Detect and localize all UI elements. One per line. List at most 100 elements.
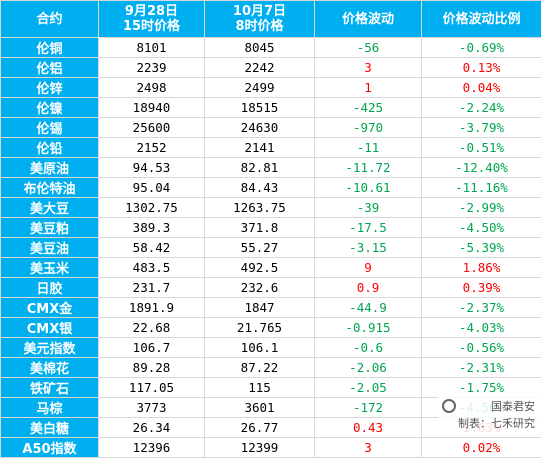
contract-name: 美白糖 — [1, 418, 99, 438]
price-sep28: 2239 — [99, 58, 205, 78]
price-oct7: 232.6 — [205, 278, 315, 298]
watermark: 国泰君安 制表：七禾研究 — [438, 395, 541, 433]
price-sep28: 12396 — [99, 438, 205, 458]
price-oct7: 21.765 — [205, 318, 315, 338]
price-change: -17.5 — [315, 218, 422, 238]
contract-name: 美原油 — [1, 158, 99, 178]
price-oct7: 24630 — [205, 118, 315, 138]
price-sep28: 1891.9 — [99, 298, 205, 318]
contract-name: 伦铅 — [1, 138, 99, 158]
price-sep28: 2498 — [99, 78, 205, 98]
header-change: 价格波动 — [315, 1, 422, 38]
price-change-pct: 0.04% — [422, 78, 541, 98]
price-sep28: 8101 — [99, 38, 205, 58]
price-sep28: 3773 — [99, 398, 205, 418]
price-change-pct: -0.51% — [422, 138, 541, 158]
price-change: 0.9 — [315, 278, 422, 298]
watermark-source: 国泰君安 — [491, 398, 535, 414]
price-change: 3 — [315, 438, 422, 458]
price-change: -970 — [315, 118, 422, 138]
price-sep28: 389.3 — [99, 218, 205, 238]
price-change-pct: 0.02% — [422, 438, 541, 458]
price-sep28: 2152 — [99, 138, 205, 158]
price-change: -3.15 — [315, 238, 422, 258]
price-change: -44.9 — [315, 298, 422, 318]
price-sep28: 95.04 — [99, 178, 205, 198]
contract-name: 布伦特油 — [1, 178, 99, 198]
price-sep28: 18940 — [99, 98, 205, 118]
price-change-pct: -2.31% — [422, 358, 541, 378]
price-change: -0.915 — [315, 318, 422, 338]
price-change-pct: -2.99% — [422, 198, 541, 218]
price-change: -11 — [315, 138, 422, 158]
price-change: -425 — [315, 98, 422, 118]
price-change-pct: -12.40% — [422, 158, 541, 178]
price-oct7: 26.77 — [205, 418, 315, 438]
header-contract: 合约 — [1, 1, 99, 38]
price-change: -56 — [315, 38, 422, 58]
price-change: 0.43 — [315, 418, 422, 438]
price-oct7: 84.43 — [205, 178, 315, 198]
contract-name: 伦铝 — [1, 58, 99, 78]
price-sep28: 58.42 — [99, 238, 205, 258]
price-change: -10.61 — [315, 178, 422, 198]
price-sep28: 26.34 — [99, 418, 205, 438]
price-change-pct: -2.24% — [422, 98, 541, 118]
contract-name: 日胶 — [1, 278, 99, 298]
price-change-pct: -5.39% — [422, 238, 541, 258]
contract-name: 伦铜 — [1, 38, 99, 58]
price-oct7: 2242 — [205, 58, 315, 78]
price-sep28: 231.7 — [99, 278, 205, 298]
price-change-pct: 1.86% — [422, 258, 541, 278]
price-change-pct: -3.79% — [422, 118, 541, 138]
price-change-pct: -4.50% — [422, 218, 541, 238]
contract-name: 马棕 — [1, 398, 99, 418]
contract-name: 伦锌 — [1, 78, 99, 98]
price-change: 3 — [315, 58, 422, 78]
price-change: -0.6 — [315, 338, 422, 358]
price-oct7: 87.22 — [205, 358, 315, 378]
price-change: 9 — [315, 258, 422, 278]
price-change: -2.05 — [315, 378, 422, 398]
contract-name: 美豆油 — [1, 238, 99, 258]
contract-name: 铁矿石 — [1, 378, 99, 398]
price-oct7: 18515 — [205, 98, 315, 118]
header-row: 合约 9月28日 15时价格 10月7日 8时价格 价格波动 价格波动比例 — [1, 1, 541, 38]
contract-name: A50指数 — [1, 438, 99, 458]
contract-name: CMX银 — [1, 318, 99, 338]
price-oct7: 371.8 — [205, 218, 315, 238]
contract-name: 美玉米 — [1, 258, 99, 278]
price-change-pct: -0.69% — [422, 38, 541, 58]
price-oct7: 2141 — [205, 138, 315, 158]
price-oct7: 55.27 — [205, 238, 315, 258]
price-change: -2.06 — [315, 358, 422, 378]
contract-name: 美棉花 — [1, 358, 99, 378]
contract-name: 伦锡 — [1, 118, 99, 138]
price-sep28: 94.53 — [99, 158, 205, 178]
price-sep28: 117.05 — [99, 378, 205, 398]
contract-name: 美元指数 — [1, 338, 99, 358]
header-price-oct7: 10月7日 8时价格 — [205, 1, 315, 38]
price-oct7: 8045 — [205, 38, 315, 58]
price-change: 1 — [315, 78, 422, 98]
watermark-credit: 制表：七禾研究 — [458, 415, 535, 431]
price-change: -172 — [315, 398, 422, 418]
price-oct7: 82.81 — [205, 158, 315, 178]
price-sep28: 89.28 — [99, 358, 205, 378]
contract-name: 美大豆 — [1, 198, 99, 218]
price-sep28: 1302.75 — [99, 198, 205, 218]
